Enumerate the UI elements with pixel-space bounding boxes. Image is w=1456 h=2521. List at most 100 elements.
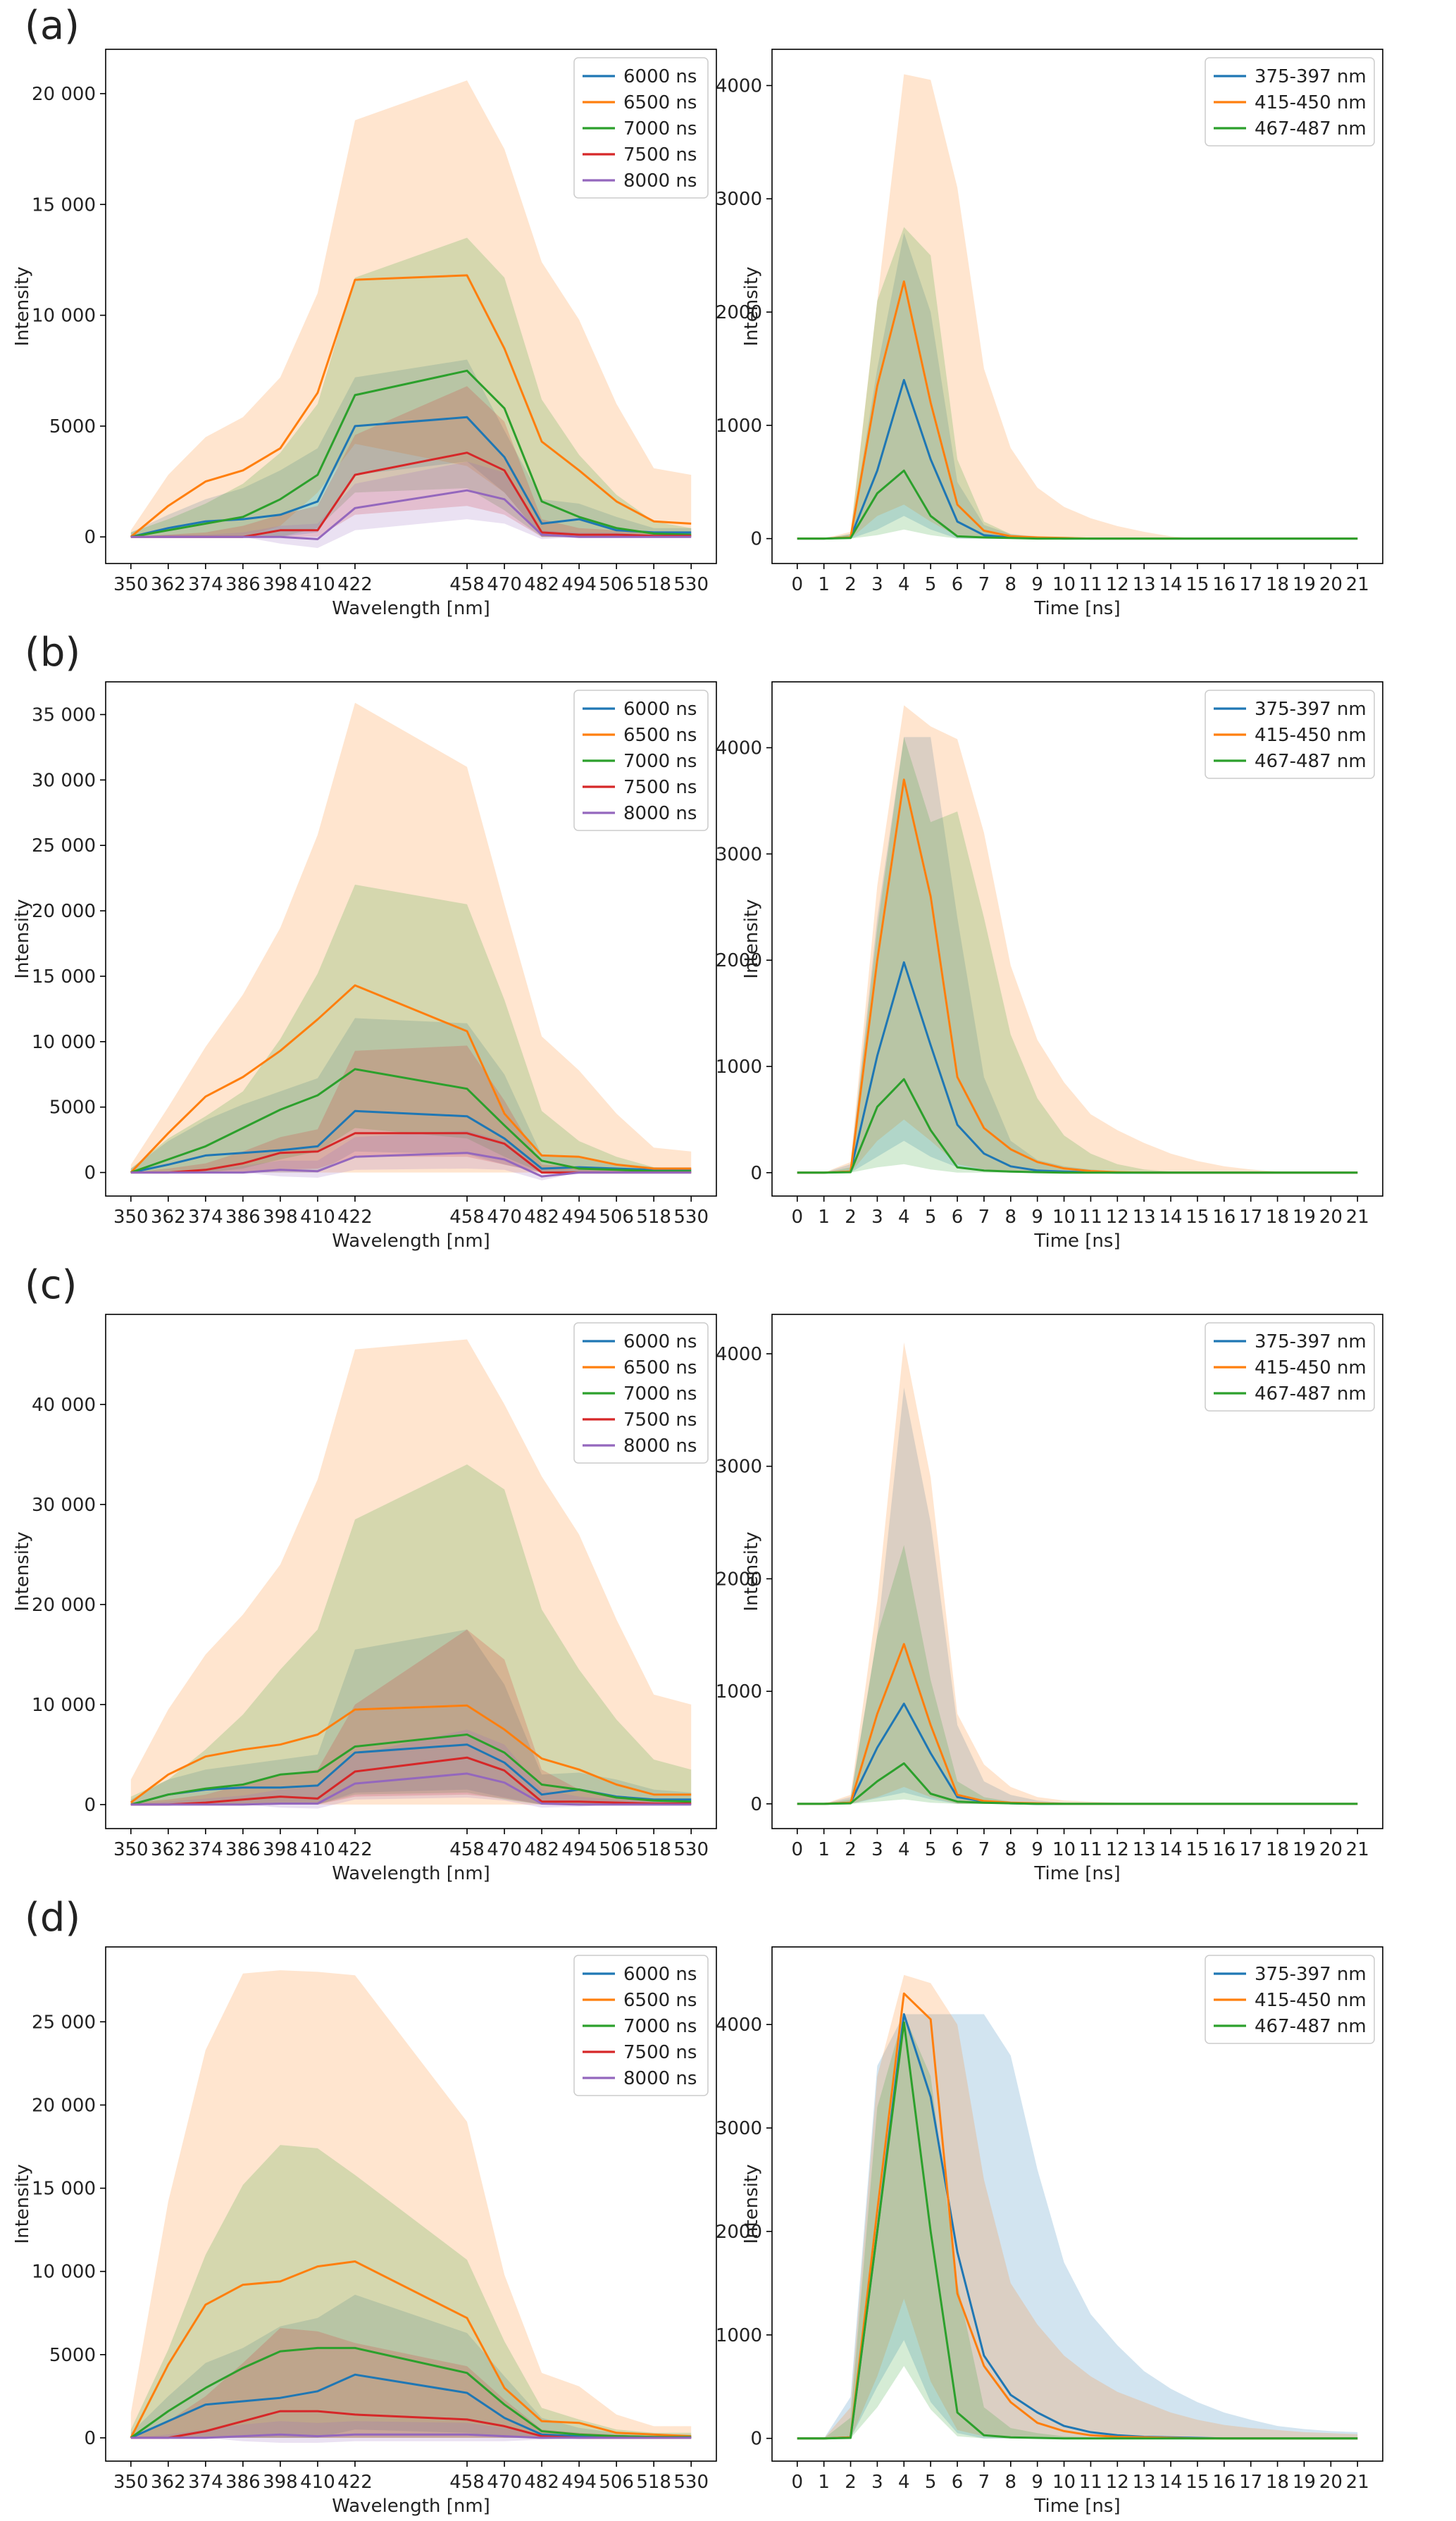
legend-label: 467-487 nm bbox=[1255, 1383, 1367, 1405]
x-tick-label: 5 bbox=[925, 1839, 937, 1860]
chart-3: 0 1 2 3 4 5 6 7 8 9 10 11 12 13 14 15 16 17 18 19 20 21010002… bbox=[716, 681, 1383, 1252]
x-axis-label: Time [ns] bbox=[1033, 1231, 1120, 1252]
x-tick-label: 9 bbox=[1031, 1207, 1043, 1228]
legend: 375-397 nm 415-450 nm 467-487 nm bbox=[1205, 57, 1375, 147]
x-tick-label: 422 bbox=[337, 2472, 373, 2493]
x-tick-label: 16 bbox=[1212, 2472, 1236, 2493]
legend-label: 8000 ns bbox=[623, 1436, 697, 1457]
series-line-7500-ns bbox=[130, 1756, 692, 1806]
legend-label: 8000 ns bbox=[623, 170, 697, 192]
x-tick-label: 17 bbox=[1239, 2472, 1262, 2493]
legend: 6000 ns 6500 ns 7000 ns 7500 ns 8000 ns bbox=[573, 1322, 709, 1464]
legend-label: 6000 ns bbox=[623, 1964, 697, 1985]
series-line-8000-ns bbox=[130, 1152, 692, 1178]
y-tick-label: 4000 bbox=[716, 738, 762, 759]
legend-label: 8000 ns bbox=[623, 2068, 697, 2089]
x-tick-label: 374 bbox=[188, 2472, 223, 2493]
x-tick-label: 12 bbox=[1106, 1839, 1129, 1860]
chart-4: 350 362 374 386 398 410 422 458 470 482 494 506 518 5… bbox=[12, 1314, 717, 1884]
x-tick-label: 13 bbox=[1133, 2472, 1156, 2493]
x-tick-label: 17 bbox=[1239, 574, 1262, 595]
legend: 6000 ns 6500 ns 7000 ns 7500 ns 8000 ns bbox=[573, 57, 709, 199]
axes-frame bbox=[105, 1946, 717, 2462]
y-tick-label: 1000 bbox=[716, 2325, 762, 2346]
plot-area bbox=[797, 74, 1358, 540]
x-tick-label: 482 bbox=[524, 574, 559, 595]
legend-label: 6500 ns bbox=[623, 1990, 697, 2011]
legend-label: 7500 ns bbox=[623, 144, 697, 166]
y-tick-label: 0 bbox=[84, 1163, 96, 1184]
x-tick-label: 4 bbox=[898, 1207, 910, 1228]
x-axis-label: Time [ns] bbox=[1033, 598, 1120, 619]
x-tick-label: 9 bbox=[1031, 1839, 1043, 1860]
axes-frame bbox=[771, 1946, 1383, 2462]
legend-label: 375-397 nm bbox=[1255, 1331, 1367, 1352]
x-tick-label: 2 bbox=[845, 1207, 857, 1228]
x-tick-label: 386 bbox=[225, 2472, 261, 2493]
legend: 375-397 nm 415-450 nm 467-487 nm bbox=[1205, 690, 1375, 779]
x-tick-label: 470 bbox=[487, 2472, 522, 2493]
y-tick-label: 4000 bbox=[716, 1344, 762, 1365]
y-tick-label: 30 000 bbox=[32, 770, 96, 791]
band-415-450-nm bbox=[797, 74, 1358, 539]
charts-container: 350 362 374 386 398 410 422 458 470 482 494 506 518 5… bbox=[12, 49, 1383, 2517]
series-line-6000-ns bbox=[130, 1109, 692, 1174]
x-tick-label: 4 bbox=[898, 1839, 910, 1860]
legend-box bbox=[573, 57, 709, 199]
x-tick-label: 410 bbox=[300, 1207, 335, 1228]
y-tick-label: 20 000 bbox=[32, 2095, 96, 2116]
series-line-6500-ns bbox=[130, 2260, 692, 2439]
plot-area bbox=[130, 1339, 692, 1809]
x-tick-label: 21 bbox=[1346, 1207, 1369, 1228]
x-tick-label: 7 bbox=[978, 574, 990, 595]
x-tick-label: 19 bbox=[1293, 2472, 1316, 2493]
y-tick-label: 4000 bbox=[716, 2015, 762, 2036]
x-tick-label: 20 bbox=[1319, 2472, 1343, 2493]
chart-2: 350 362 374 386 398 410 422 458 470 482 494 506 518 5… bbox=[12, 681, 717, 1252]
x-axis-label: Wavelength [nm] bbox=[332, 1231, 490, 1252]
series-line-467-487-nm bbox=[797, 1078, 1358, 1174]
y-tick-label: 10 000 bbox=[32, 306, 96, 327]
x-tick-label: 18 bbox=[1266, 2472, 1289, 2493]
legend-label: 467-487 nm bbox=[1255, 2016, 1367, 2037]
x-tick-label: 422 bbox=[337, 1839, 373, 1860]
y-tick-label: 35 000 bbox=[32, 704, 96, 726]
x-tick-label: 494 bbox=[561, 1839, 597, 1860]
legend-label: 6500 ns bbox=[623, 725, 697, 746]
plot-area bbox=[797, 705, 1358, 1174]
x-tick-label: 458 bbox=[449, 2472, 485, 2493]
x-tick-label: 15 bbox=[1186, 1839, 1209, 1860]
x-tick-label: 3 bbox=[871, 574, 883, 595]
x-tick-label: 10 bbox=[1052, 1207, 1076, 1228]
legend-label: 415-450 nm bbox=[1255, 1990, 1367, 2011]
x-tick-label: 518 bbox=[636, 2472, 671, 2493]
series-line-467-487-nm bbox=[797, 1762, 1358, 1805]
legend: 6000 ns 6500 ns 7000 ns 7500 ns 8000 ns bbox=[573, 690, 709, 831]
y-tick-label: 1000 bbox=[716, 416, 762, 437]
legend-label: 467-487 nm bbox=[1255, 751, 1367, 772]
x-tick-label: 20 bbox=[1319, 1839, 1343, 1860]
axes-frame bbox=[105, 1314, 717, 1829]
plot-area bbox=[797, 1342, 1358, 1805]
x-axis-label: Time [ns] bbox=[1033, 2496, 1120, 2517]
x-tick-label: 1 bbox=[818, 574, 830, 595]
x-tick-label: 1 bbox=[818, 2472, 830, 2493]
band-7000-ns bbox=[130, 2145, 692, 2438]
x-tick-label: 518 bbox=[636, 1839, 671, 1860]
legend-label: 375-397 nm bbox=[1255, 699, 1367, 720]
x-tick-label: 21 bbox=[1346, 2472, 1369, 2493]
legend-label: 6000 ns bbox=[623, 1331, 697, 1352]
x-tick-label: 7 bbox=[978, 1839, 990, 1860]
x-tick-label: 10 bbox=[1052, 574, 1076, 595]
y-tick-label: 3000 bbox=[716, 844, 762, 865]
x-axis-label: Wavelength [nm] bbox=[332, 598, 490, 619]
x-tick-label: 482 bbox=[524, 2472, 559, 2493]
x-tick-label: 458 bbox=[449, 1207, 485, 1228]
x-tick-label: 530 bbox=[673, 1207, 709, 1228]
x-tick-label: 398 bbox=[263, 2472, 298, 2493]
legend: 375-397 nm 415-450 nm 467-487 nm bbox=[1205, 1322, 1375, 1412]
x-tick-label: 518 bbox=[636, 1207, 671, 1228]
x-tick-label: 494 bbox=[561, 1207, 597, 1228]
x-tick-label: 470 bbox=[487, 1207, 522, 1228]
y-tick-label: 10 000 bbox=[32, 2262, 96, 2283]
